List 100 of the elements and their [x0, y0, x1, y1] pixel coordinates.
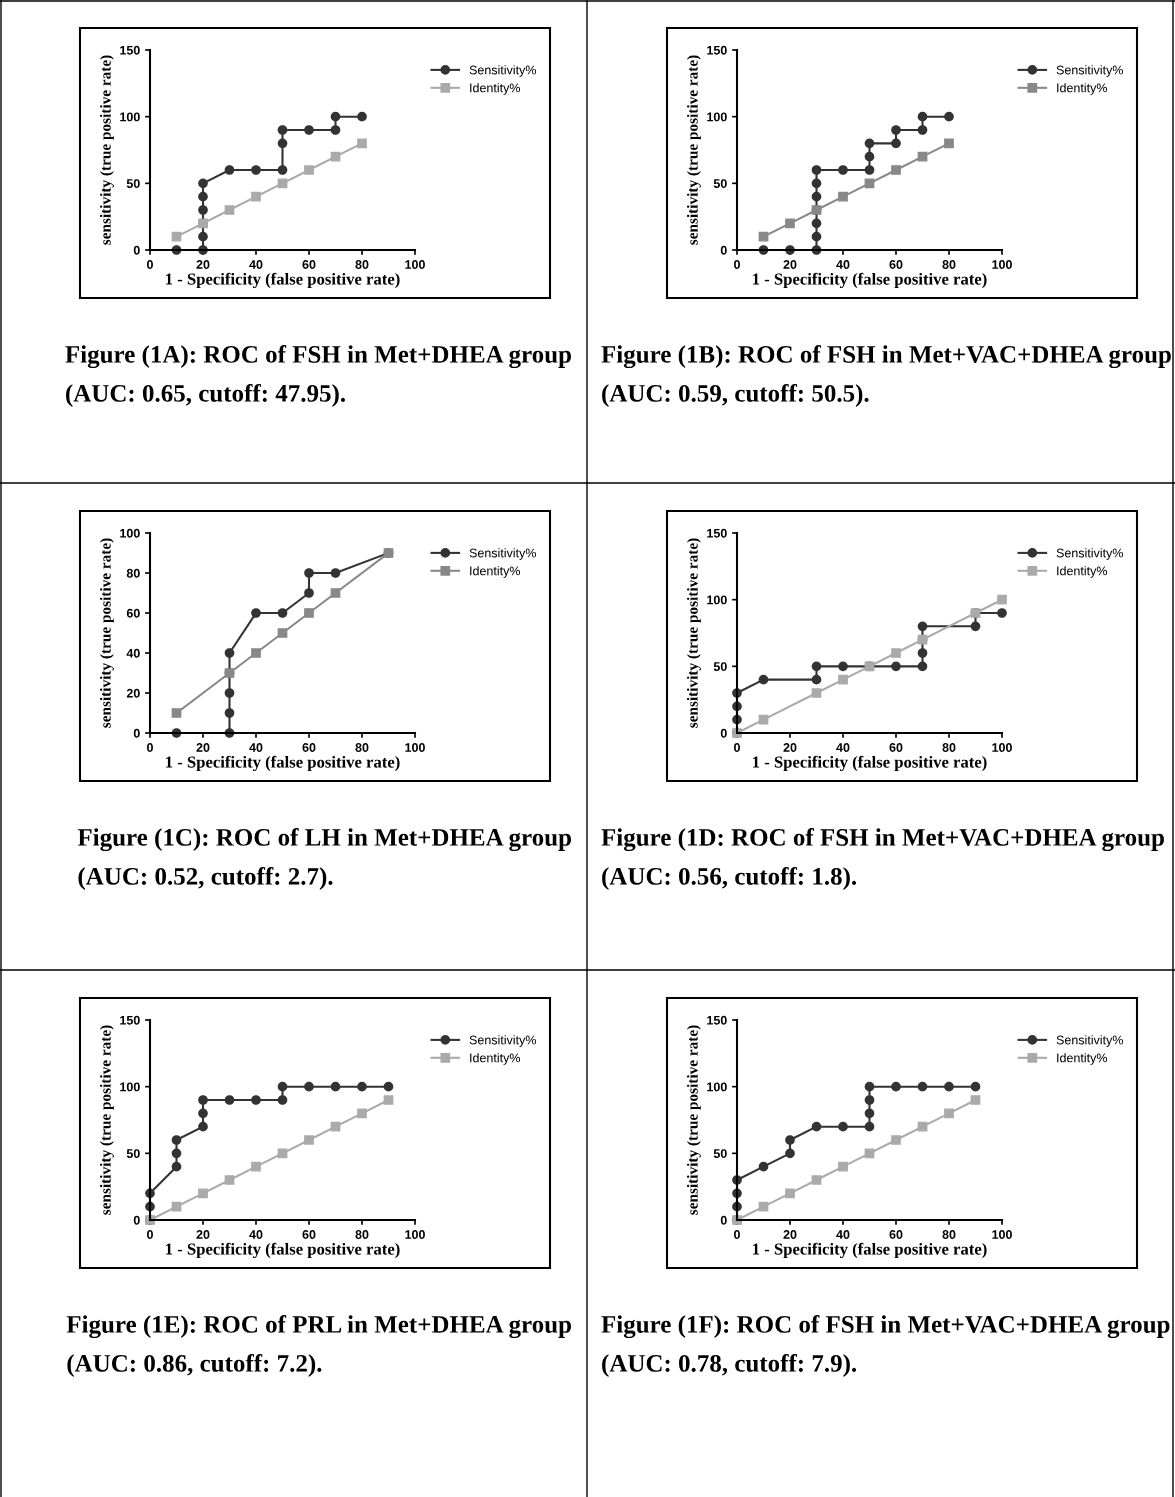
legend-label: Sensitivity% [469, 548, 536, 560]
x-tick-label: 80 [942, 743, 956, 752]
legend-label: Sensitivity% [1056, 65, 1123, 77]
point [864, 1121, 875, 1132]
x-tick-label: 60 [889, 260, 903, 269]
y-tick-label: 100 [120, 1082, 140, 1092]
y-tick-label: 0 [720, 728, 727, 738]
x-axis-title: 1 - Specificity (false positive rate) [166, 755, 400, 772]
y-tick-label: 50 [713, 179, 727, 188]
point [171, 1201, 182, 1212]
point [838, 1121, 848, 1132]
y-tick-label: 0 [720, 1215, 727, 1225]
x-tick-label: 40 [249, 260, 263, 269]
point [997, 608, 1007, 618]
point [785, 1148, 795, 1159]
point [224, 205, 235, 215]
point [357, 1108, 367, 1119]
x-tick-label: 80 [355, 1230, 369, 1239]
y-axis-title: sensitivity (true positive rate) [99, 1025, 114, 1215]
point [277, 628, 288, 638]
x-tick-label: 40 [836, 1230, 850, 1239]
point [304, 165, 314, 175]
y-tick-label: 40 [126, 648, 140, 658]
x-tick-label: 20 [196, 260, 210, 269]
point [330, 1081, 341, 1092]
x-tick-label: 100 [405, 260, 425, 269]
point [251, 1095, 261, 1105]
legend-label: Sensitivity% [1056, 548, 1123, 560]
y-tick-label: 0 [133, 728, 140, 738]
legend-label: Sensitivity% [469, 1035, 536, 1047]
point [198, 191, 208, 202]
point [838, 165, 848, 175]
point [811, 1175, 822, 1185]
y-axis-title: sensitivity (true positive rate) [686, 538, 701, 728]
point [304, 125, 314, 135]
point [224, 708, 235, 718]
point [357, 138, 367, 149]
x-tick-label: 20 [783, 743, 797, 752]
point [970, 1081, 981, 1092]
x-tick-label: 20 [783, 1230, 797, 1239]
point [917, 648, 928, 658]
point [198, 178, 208, 189]
x-tick-label: 20 [196, 743, 210, 752]
point [357, 111, 367, 122]
point [944, 1081, 954, 1092]
x-tick-label: 60 [302, 743, 316, 752]
x-tick-label: 0 [147, 1230, 153, 1239]
point [811, 674, 822, 685]
point [838, 674, 848, 685]
x-axis-title: 1 - Specificity (false positive rate) [753, 1242, 987, 1259]
point [758, 1161, 769, 1172]
x-tick-label: 100 [992, 260, 1012, 269]
y-tick-label: 80 [126, 568, 140, 578]
point [171, 1135, 182, 1145]
point [224, 165, 235, 175]
x-tick-label: 60 [889, 1230, 903, 1239]
point [811, 1121, 822, 1132]
point [171, 231, 182, 242]
y-tick-label: 60 [126, 608, 140, 618]
y-tick-label: 100 [120, 112, 140, 122]
x-axis-title: 1 - Specificity (false positive rate) [166, 272, 400, 289]
point [811, 218, 822, 229]
y-tick-label: 150 [707, 45, 727, 55]
point [864, 165, 875, 175]
point [198, 1108, 208, 1119]
point [304, 588, 314, 598]
y-tick-label: 50 [713, 1149, 727, 1158]
x-tick-label: 100 [992, 1230, 1012, 1239]
point [811, 178, 822, 189]
point [785, 218, 795, 229]
x-tick-label: 0 [147, 743, 153, 752]
x-tick-label: 60 [302, 260, 316, 269]
point [891, 648, 901, 658]
y-tick-label: 20 [126, 688, 140, 698]
point [864, 1095, 875, 1105]
y-axis-title: sensitivity (true positive rate) [686, 55, 701, 245]
legend-label: Identity% [470, 1053, 521, 1065]
point [277, 1081, 288, 1092]
point [198, 1121, 208, 1132]
point [251, 608, 261, 618]
x-tick-label: 40 [836, 743, 850, 752]
x-tick-label: 0 [734, 743, 740, 752]
point [811, 661, 822, 672]
point [917, 621, 928, 632]
point [251, 1161, 261, 1172]
point [891, 1081, 901, 1092]
point [864, 1081, 875, 1092]
point [970, 1095, 981, 1105]
y-tick-label: 0 [133, 1215, 140, 1225]
point [198, 1188, 208, 1199]
y-tick-label: 50 [713, 662, 727, 671]
y-tick-label: 150 [707, 1015, 727, 1025]
point [330, 588, 341, 598]
y-tick-label: 100 [707, 595, 727, 605]
point [198, 205, 208, 215]
point [277, 165, 288, 175]
x-tick-label: 0 [734, 1230, 740, 1239]
point [758, 1201, 769, 1212]
point [838, 191, 848, 202]
y-axis-title: sensitivity (true positive rate) [686, 1025, 701, 1215]
